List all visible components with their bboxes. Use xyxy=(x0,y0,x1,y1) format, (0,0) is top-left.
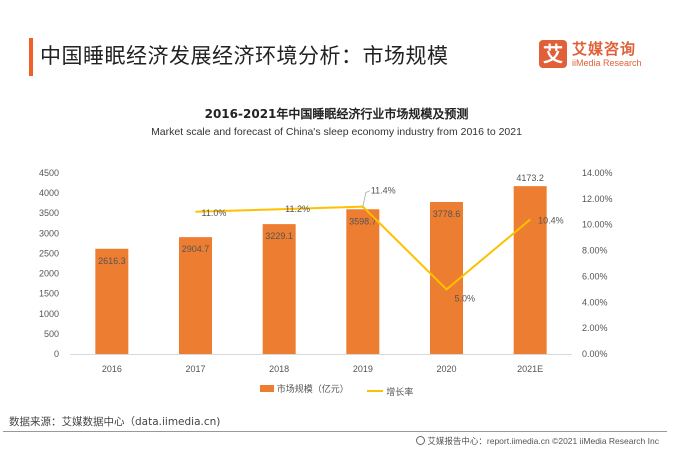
globe-icon xyxy=(416,436,426,445)
right-axis-tick-label: 0.00% xyxy=(582,349,608,359)
right-axis-tick-label: 14.00% xyxy=(582,168,613,178)
footer-divider xyxy=(3,431,667,432)
bar-2016 xyxy=(95,248,129,354)
legend-bar-swatch xyxy=(259,385,274,392)
right-axis-tick-label: 4.00% xyxy=(582,297,608,307)
x-axis-tick-label: 2021E xyxy=(517,364,543,374)
x-axis-ticks: 2016 2017 2018 2019 2020 2021E xyxy=(102,364,543,374)
right-axis-tick-label: 2.00% xyxy=(582,323,608,333)
right-axis-tick-label: 10.00% xyxy=(582,220,613,230)
x-axis-tick-label: 2019 xyxy=(353,364,373,374)
chart-subtitle: Market scale and forecast of China's sle… xyxy=(151,126,522,138)
legend: 市场规模（亿元） 增长率 xyxy=(0,382,673,398)
left-axis-tick-label: 3500 xyxy=(39,208,59,218)
left-axis-tick-label: 500 xyxy=(44,329,59,339)
bar-value-label: 3229.1 xyxy=(265,231,293,241)
left-axis-ticks: 0 500 1000 1500 2000 2500 3000 3500 4000 4500 xyxy=(39,168,59,359)
left-axis-tick-label: 2500 xyxy=(39,248,59,258)
growth-value-label: 11.4% xyxy=(371,186,396,196)
logo-icon: 艾 xyxy=(539,40,567,68)
chart-title: 2016-2021年中国睡眠经济行业市场规模及预测 xyxy=(204,107,469,121)
left-axis-tick-label: 1000 xyxy=(39,309,59,319)
legend-label: 增长率 xyxy=(386,386,414,397)
left-axis-tick-label: 0 xyxy=(54,349,59,359)
bar-value-label: 2904.7 xyxy=(182,244,210,254)
logo-name-en: iiMedia Research xyxy=(572,58,642,68)
bar-2018 xyxy=(262,224,296,354)
x-axis-tick-label: 2020 xyxy=(436,364,456,374)
left-axis-tick-label: 4500 xyxy=(39,168,59,178)
legend-label: 市场规模（亿元） xyxy=(276,384,349,394)
bar-value-label: 2616.3 xyxy=(98,256,126,266)
right-axis-ticks: 0.00% 2.00% 4.00% 6.00% 8.00% 10.00% 12.00% 14.… xyxy=(582,168,613,359)
footer-credit-text: 艾媒报告中心：report.iimedia.cn ©2021 iiMedia R… xyxy=(427,436,659,446)
growth-value-label: 11.2% xyxy=(285,204,310,214)
bar-data-labels: 2616.3 2904.7 3229.1 3598.7 3778.6 4173.2 xyxy=(98,173,544,266)
line-data-labels: 11.0% 11.2% 11.4% 5.0% 10.4% xyxy=(195,186,564,303)
bar-value-label: 3778.6 xyxy=(433,209,461,219)
page-title: 中国睡眠经济发展经济环境分析：市场规模 xyxy=(40,44,449,68)
right-axis-tick-label: 8.00% xyxy=(582,246,608,256)
left-axis-tick-label: 3000 xyxy=(39,228,59,238)
data-source: 数据来源：艾媒数据中心（data.iimedia.cn) xyxy=(9,416,221,428)
bar-value-label: 4173.2 xyxy=(516,173,544,183)
x-axis-tick-label: 2016 xyxy=(102,364,122,374)
bar-value-label: 3598.7 xyxy=(349,216,377,226)
iimedia-logo: 艾 艾媒咨询 iiMedia Research xyxy=(539,38,659,74)
left-axis-tick-label: 1500 xyxy=(39,289,59,299)
bar-series xyxy=(95,186,547,354)
title-accent-bar xyxy=(29,38,33,76)
left-axis-tick-label: 2000 xyxy=(39,269,59,279)
legend-line-swatch xyxy=(367,390,384,392)
right-axis-tick-label: 6.00% xyxy=(582,271,608,281)
legend-item-growth-rate[interactable]: 增长率 xyxy=(367,385,413,398)
label-leader-line xyxy=(362,190,371,207)
growth-value-label: 10.4% xyxy=(538,216,564,226)
x-axis-tick-label: 2018 xyxy=(269,364,289,374)
bar-2017 xyxy=(179,237,212,354)
x-axis-tick-label: 2017 xyxy=(185,364,205,374)
bar-2019 xyxy=(346,209,380,354)
left-axis-tick-label: 4000 xyxy=(39,188,59,198)
growth-value-label: 11.0% xyxy=(202,208,227,218)
growth-value-label: 5.0% xyxy=(455,293,476,303)
legend-item-market-size[interactable]: 市场规模（亿元） xyxy=(259,382,349,395)
bar-2021E xyxy=(513,186,547,354)
right-axis-tick-label: 12.00% xyxy=(582,194,613,204)
logo-name-cn: 艾媒咨询 xyxy=(572,40,637,58)
footer-credit: 艾媒报告中心：report.iimedia.cn ©2021 iiMedia R… xyxy=(416,435,659,447)
